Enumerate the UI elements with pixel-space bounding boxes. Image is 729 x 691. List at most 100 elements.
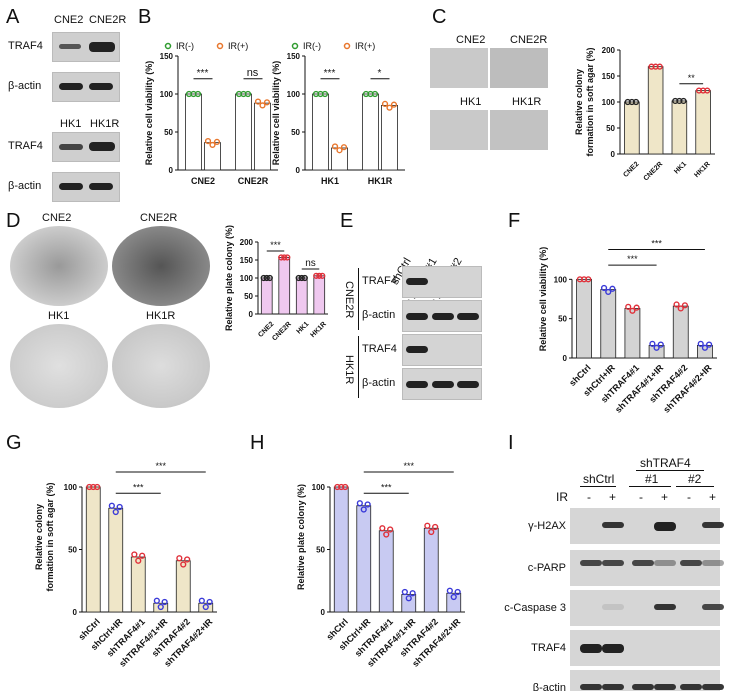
y-tick-label: 0	[321, 608, 326, 617]
data-point	[112, 508, 119, 516]
legend-label: IR(+)	[355, 41, 375, 51]
legend-label: IR(-)	[176, 41, 194, 51]
blot-traf4-cne2r	[402, 266, 482, 298]
bar	[331, 147, 348, 171]
blot-actin-cne2r	[402, 300, 482, 332]
plate-image	[10, 324, 108, 408]
data-point	[260, 274, 267, 282]
image-label: HK1	[48, 310, 70, 322]
data-point	[364, 501, 371, 508]
data-point	[316, 272, 323, 279]
category-label: CNE2R	[271, 321, 293, 343]
soft-agar-image	[490, 110, 548, 150]
significance-label: **	[688, 73, 696, 83]
bar	[254, 102, 271, 171]
y-tick-label: 0	[73, 608, 78, 617]
data-point	[681, 302, 689, 309]
band	[602, 604, 624, 610]
data-point	[605, 288, 612, 296]
row-label: β-actin	[532, 682, 566, 691]
y-axis-label: Relative cell viability (%)	[538, 247, 548, 352]
data-point	[432, 523, 439, 531]
data-point	[194, 90, 202, 98]
plate-image	[10, 226, 108, 306]
significance-label: ***	[381, 482, 392, 492]
data-point	[585, 276, 592, 283]
data-point	[266, 274, 273, 282]
band	[702, 684, 724, 690]
y-axis-label: Relative colonyformation in soft agar (%…	[34, 482, 55, 591]
data-point	[86, 483, 93, 491]
legend-label: IR(-)	[303, 41, 321, 51]
y-tick-label: 150	[160, 52, 174, 61]
group-label: CNE2R	[343, 281, 355, 319]
y-tick-label: 50	[164, 128, 173, 137]
data-point	[629, 307, 636, 314]
data-point	[356, 500, 363, 507]
category-label: CNE2	[191, 176, 215, 186]
data-point	[600, 284, 608, 292]
bar	[672, 305, 689, 359]
band	[580, 560, 602, 566]
ir-label: IR	[556, 490, 568, 504]
bar	[278, 257, 291, 315]
data-point	[298, 274, 305, 282]
bar	[600, 289, 617, 359]
y-tick-label: 0	[611, 150, 616, 159]
row-label: c-PARP	[527, 562, 566, 574]
category-label: HK1R	[309, 321, 327, 339]
data-point	[649, 340, 656, 347]
row-label: TRAF4	[531, 642, 566, 654]
y-axis-label: Relative plate colony (%)	[296, 484, 306, 590]
lane-label: HK1	[60, 118, 82, 130]
category-label: HK1R	[368, 176, 393, 186]
data-point	[657, 341, 664, 348]
panel-label-a: A	[6, 6, 20, 28]
data-point	[428, 528, 435, 536]
category-label: CNE2R	[238, 176, 269, 186]
category-label: HK1	[296, 321, 311, 336]
legend-marker	[343, 42, 351, 50]
bar	[381, 105, 398, 171]
lane-label: HK1R	[90, 118, 120, 130]
bar	[576, 278, 592, 359]
data-point	[254, 98, 262, 105]
data-point	[116, 503, 123, 511]
chart-c: 0 50 100 150 200 Relative colonyformation in …	[574, 46, 715, 182]
bar	[313, 275, 326, 315]
blot-actin-bottom	[52, 172, 120, 202]
data-point	[263, 274, 270, 282]
band	[680, 560, 702, 566]
y-tick-label: 100	[554, 275, 568, 284]
y-axis-label: Relative plate colony (%)	[224, 225, 234, 331]
data-point	[653, 344, 660, 351]
plate-image	[112, 324, 210, 408]
data-point	[338, 483, 345, 491]
image-label: CNE2R	[510, 34, 548, 46]
group-label: #1	[645, 472, 659, 486]
band	[680, 684, 702, 690]
blot-3	[570, 630, 720, 666]
bar	[85, 486, 101, 613]
bar	[695, 90, 711, 155]
data-point	[609, 285, 616, 292]
blot-traf4-hk1r	[402, 334, 482, 366]
ir-lane-sign: +	[709, 490, 717, 504]
bar	[624, 101, 640, 155]
data-point	[135, 557, 142, 564]
significance-label: ***	[403, 461, 414, 471]
data-point	[108, 502, 115, 509]
bar	[175, 560, 191, 613]
blot-4	[570, 670, 724, 691]
band	[602, 560, 624, 566]
ir-lane-sign: -	[587, 490, 591, 504]
panel-label-d: D	[6, 210, 21, 232]
panel-label-g: G	[6, 432, 22, 454]
data-point	[704, 87, 711, 94]
data-point	[371, 90, 379, 98]
image-label: CNE2	[456, 34, 486, 46]
group-divider	[358, 336, 359, 398]
data-point	[153, 597, 160, 604]
